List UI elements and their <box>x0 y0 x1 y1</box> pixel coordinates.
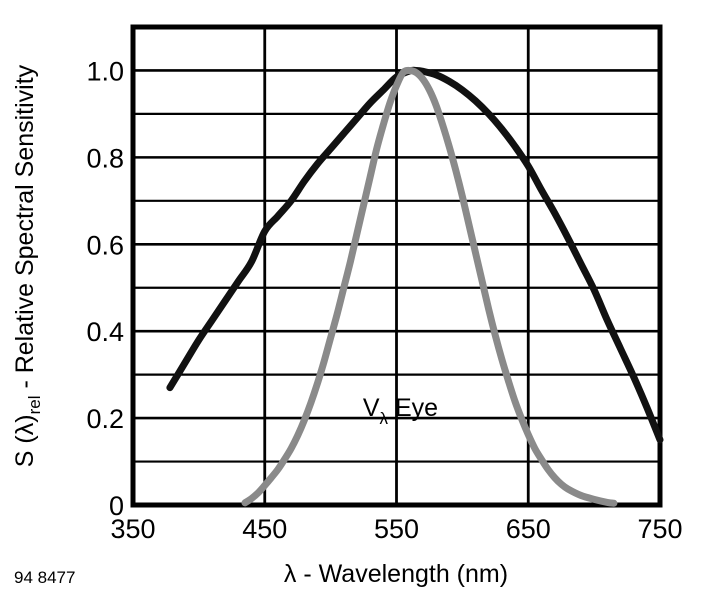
x-axis-title-symbol: λ <box>284 560 297 588</box>
v-lambda-eye-annotation: Vλ Eye <box>363 394 438 428</box>
x-tick-label: 750 <box>637 514 682 544</box>
figure-id-label: 94 8477 <box>14 568 75 587</box>
y-axis-tick-labels: 0 0.2 0.4 0.6 0.8 1.0 <box>86 56 124 521</box>
annotation-subscript: λ <box>380 409 389 428</box>
x-tick-label: 450 <box>242 514 287 544</box>
data-series-layer <box>166 66 664 507</box>
y-tick-label: 0.8 <box>86 143 124 173</box>
y-tick-label: 0.4 <box>86 317 124 347</box>
annotation-lead-text: V <box>363 394 380 422</box>
y-axis-title-text: - Relative Spectral Sensitivity <box>11 64 39 395</box>
y-axis-title-lead: S (λ) <box>11 414 39 467</box>
x-tick-label: 550 <box>374 514 419 544</box>
plot-frame <box>130 24 663 508</box>
y-tick-label: 0 <box>109 491 124 521</box>
x-axis-tick-labels: 350 450 550 650 750 <box>110 514 682 544</box>
series-line-v-lambda-eye <box>241 66 618 507</box>
y-axis-title: S (λ)rel - Relative Spectral Sensitivity <box>11 64 44 467</box>
y-axis-title-subscript: rel <box>25 396 44 415</box>
y-tick-label: 0.6 <box>86 230 124 260</box>
x-tick-label: 350 <box>110 514 155 544</box>
annotation-tail-text: Eye <box>388 394 438 422</box>
y-tick-label: 0.2 <box>86 404 124 434</box>
x-axis-title: λ - Wavelength (nm) <box>284 560 508 588</box>
x-tick-label: 650 <box>506 514 551 544</box>
y-tick-label: 1.0 <box>86 56 124 86</box>
x-axis-title-text: - Wavelength (nm) <box>296 560 508 588</box>
chart-annotations: Vλ Eye <box>363 394 438 428</box>
